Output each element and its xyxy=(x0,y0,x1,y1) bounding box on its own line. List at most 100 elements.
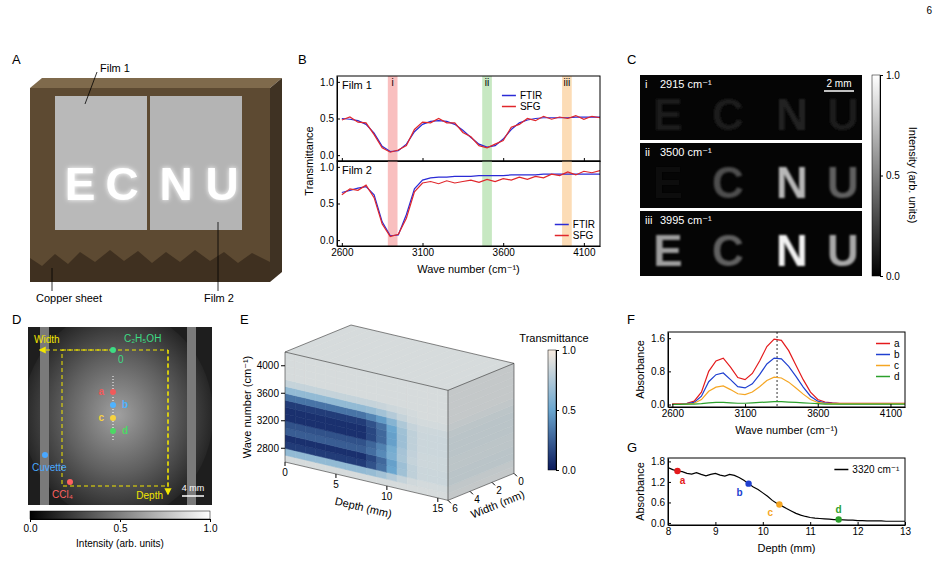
image-letter: N xyxy=(776,158,808,207)
cube-edge xyxy=(285,325,351,352)
point xyxy=(835,516,841,522)
tick: 1.8 xyxy=(651,456,671,467)
band-label: ii xyxy=(485,77,489,88)
tick-mark xyxy=(810,522,811,525)
axis-line xyxy=(668,333,669,408)
colorbar-title: Intensity (arb. units) xyxy=(907,127,919,224)
legend-label: FTIR xyxy=(520,90,542,101)
probe-label: a xyxy=(98,386,104,397)
tick-mark xyxy=(281,448,285,449)
tick: 0.0 xyxy=(880,271,900,282)
tick-mark xyxy=(337,82,340,83)
cube-edge xyxy=(285,352,448,390)
tick-mark xyxy=(281,420,285,421)
ccl4-dot xyxy=(67,479,73,485)
tick-label: 0.0 xyxy=(562,465,576,476)
cube-edge xyxy=(285,352,286,462)
panel-letter: A xyxy=(12,52,21,67)
tick-mark xyxy=(337,240,340,241)
tick-mark xyxy=(503,243,504,246)
tick: 12 xyxy=(853,522,865,537)
colorbar: 0.0 0.5 1.0 xyxy=(872,70,900,282)
scale-bar xyxy=(824,90,854,92)
box-edge xyxy=(30,250,270,282)
film-letters: ECNU xyxy=(65,158,239,210)
tick-label: 0.0 xyxy=(24,523,38,534)
legend-entry: 3320 cm⁻¹ xyxy=(834,464,900,475)
side-cell xyxy=(448,363,514,397)
tick-label: 3100 xyxy=(734,408,757,419)
colorbar-ramp xyxy=(30,511,210,519)
scale-bar-label: 4 mm xyxy=(182,483,205,493)
plot-area xyxy=(342,76,600,161)
tick: 1.0 xyxy=(320,77,340,88)
band xyxy=(482,161,492,246)
panel-a: ECNU Film 1 Film 2 Copper sheet xyxy=(30,62,282,304)
series-line xyxy=(672,402,905,405)
tick: 1.0 xyxy=(556,345,576,356)
tick-label: 4 xyxy=(474,494,480,505)
colorbar-axis: 0.0 0.5 1.0 xyxy=(880,70,900,282)
tick-mark xyxy=(668,502,671,503)
tick-label: 1.0 xyxy=(320,162,334,173)
film-2-label: Film 2 xyxy=(204,292,234,304)
legend-swatch xyxy=(502,106,516,108)
image-letters: ECNU xyxy=(653,158,859,207)
tick-mark xyxy=(668,523,671,524)
leader-line xyxy=(85,72,97,104)
tick-mark xyxy=(556,350,559,351)
tick-mark xyxy=(668,338,671,339)
cube-edge xyxy=(514,363,515,473)
tick-mark xyxy=(672,404,673,407)
tick-mark xyxy=(880,75,883,76)
depth-label: Depth xyxy=(136,490,163,501)
legend-swatch xyxy=(555,235,569,237)
point xyxy=(745,480,751,486)
panel-letter: F xyxy=(627,312,635,327)
tick-label: 13 xyxy=(900,526,912,537)
origin-dot xyxy=(110,347,116,353)
cube-edge xyxy=(351,325,514,363)
tick-mark xyxy=(668,371,671,372)
tick-label: 12 xyxy=(853,526,865,537)
band-label: i xyxy=(392,77,394,88)
tick: 0.0 xyxy=(320,235,340,246)
tick-mark xyxy=(818,404,819,407)
tick-mark xyxy=(668,405,671,406)
x-axis: 2600310036004100 xyxy=(331,243,600,258)
box-top xyxy=(30,78,282,88)
tick-label: 0 xyxy=(518,476,524,487)
probe-label: d xyxy=(122,425,128,436)
legend-entry: d xyxy=(876,371,900,382)
tick: 0.0 xyxy=(651,399,671,410)
image-letter: C xyxy=(712,226,744,275)
tick-label: 3200 xyxy=(257,415,280,426)
tick-label: 0.0 xyxy=(320,235,334,246)
y-axis-title: Absorbance xyxy=(634,340,646,399)
tick-mark xyxy=(337,167,340,168)
tick-label: 5 xyxy=(333,479,339,490)
image-letter: E xyxy=(653,158,682,207)
tick-mark xyxy=(281,393,285,394)
tick: 1.0 xyxy=(880,70,900,81)
image-letters: ECNU xyxy=(653,226,859,275)
tick-label: 0.5 xyxy=(886,170,900,181)
legend-swatch xyxy=(502,95,516,97)
image xyxy=(28,327,212,505)
ethanol-label: C₂H₅OH xyxy=(124,333,161,344)
plot-frame xyxy=(668,458,905,525)
series-line xyxy=(342,174,600,236)
image-label: ii xyxy=(645,146,650,158)
tick: 3600 xyxy=(807,404,830,419)
copper-label: Copper sheet xyxy=(36,292,102,304)
legend-swatch xyxy=(555,224,569,226)
tick-mark xyxy=(448,500,451,503)
tick-mark xyxy=(437,498,438,502)
cuvette-wall xyxy=(187,327,196,505)
legend: FTIRSFG xyxy=(555,219,595,241)
series-line xyxy=(342,116,600,153)
film-1-label: Film 1 xyxy=(100,62,130,74)
image-glow xyxy=(28,327,212,505)
film-letter: N xyxy=(159,158,192,210)
panel-letter: C xyxy=(627,52,636,67)
